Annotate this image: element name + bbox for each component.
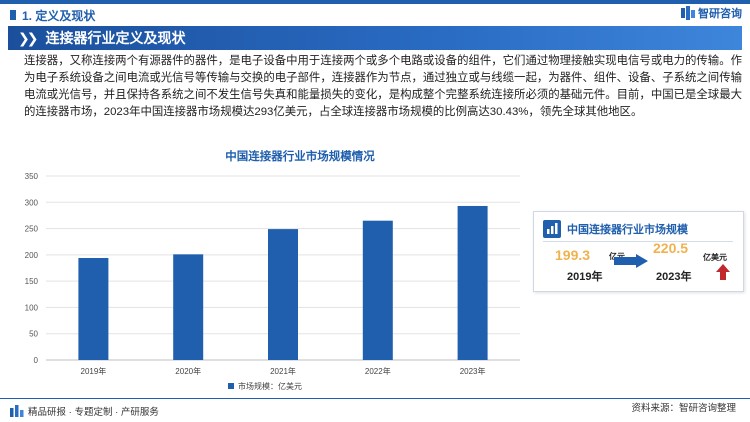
section-label: 1. 定义及现状	[22, 8, 96, 23]
footer-slogan: 精品研报 · 专题定制 · 产研服务	[10, 404, 159, 418]
card-right-value: 220.5	[653, 240, 689, 256]
chart-title: 中国连接器行业市场规模情况	[225, 151, 375, 163]
x-tick-label: 2019年	[81, 366, 107, 376]
y-tick-label: 300	[25, 198, 39, 207]
title-bar: ❯❯ 连接器行业定义及现状	[8, 26, 742, 50]
logo-text: 智研咨询	[698, 8, 742, 20]
up-arrow-icon	[716, 264, 730, 280]
bar	[362, 220, 393, 360]
card-badge-icon	[543, 220, 561, 238]
card-right-year: 2023年	[656, 271, 692, 283]
chart-legend: 市场规模：亿美元	[228, 381, 302, 391]
bar	[268, 229, 298, 360]
y-tick-label: 100	[25, 303, 39, 312]
card-header: 中国连接器行业市场规模	[543, 219, 733, 239]
card-title: 中国连接器行业市场规模	[567, 224, 688, 236]
intro-paragraph: 连接器，又称连接两个有源器件的器件，是电子设备中用于连接两个或多个电路或设备的组…	[24, 55, 742, 118]
y-axis-ticks: 0 50 100 150 200 250 300 350	[25, 172, 39, 365]
card-left-unit: 亿元	[609, 252, 625, 261]
legend-swatch	[228, 383, 234, 389]
bar	[457, 205, 488, 360]
y-tick-label: 0	[34, 356, 39, 365]
x-tick-label: 2020年	[175, 366, 201, 376]
card-left-value: 199.3	[555, 247, 591, 263]
bar	[173, 254, 204, 360]
footer-logo-icon	[10, 405, 24, 417]
y-tick-label: 250	[25, 225, 39, 234]
card-divider	[543, 241, 733, 242]
y-tick-label: 200	[25, 251, 39, 260]
top-rule	[0, 0, 750, 4]
source-note: 资料来源：智研咨询整理	[631, 403, 736, 414]
footer-rule	[0, 398, 750, 399]
chevron-icon: ❯❯	[18, 29, 39, 46]
section-marker	[10, 10, 16, 20]
x-tick-label: 2021年	[270, 366, 296, 376]
y-tick-label: 50	[29, 330, 38, 339]
card-left-year: 2019年	[567, 271, 603, 283]
legend-label: 市场规模：亿美元	[238, 381, 302, 391]
x-tick-label: 2023年	[460, 366, 486, 376]
brand-logo: 智研咨询	[681, 5, 742, 21]
market-size-card: 中国连接器行业市场规模	[533, 211, 744, 292]
right-arrow-icon	[614, 254, 648, 268]
x-tick-label: 2022年	[365, 366, 391, 376]
x-axis-ticks: 2019年 2020年 2021年 2022年 2023年	[81, 366, 486, 376]
bar	[78, 258, 109, 360]
chart-bars	[78, 205, 488, 360]
card-right-unit: 亿美元	[703, 253, 727, 262]
logo-icon	[681, 6, 695, 20]
bar-chart: 0 50 100 150 200 250 300 350 2019年 2020年 2021年 202…	[25, 172, 520, 391]
y-tick-label: 350	[25, 172, 39, 181]
section-header: 1. 定义及现状	[10, 6, 95, 24]
y-tick-label: 150	[25, 277, 39, 286]
footer-left-text: 精品研报 · 专题定制 · 产研服务	[28, 407, 159, 418]
page-title: 连接器行业定义及现状	[45, 30, 186, 46]
